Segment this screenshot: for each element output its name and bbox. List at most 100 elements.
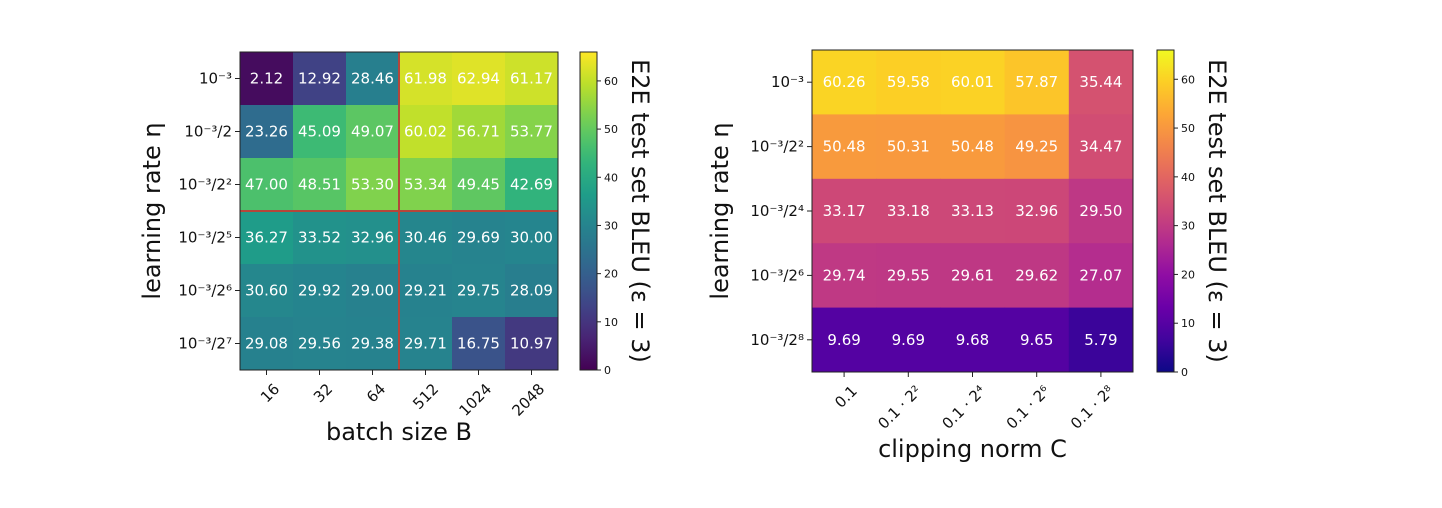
cell-value-label: 29.74 [823,266,866,284]
cell-value-label: 29.50 [1079,202,1122,220]
cell-value-label: 29.56 [298,335,341,353]
cell-value-label: 53.34 [404,176,447,194]
cell-value-label: 29.00 [351,282,394,300]
cell-value-label: 16.75 [457,335,500,353]
heatmap-cell [1004,243,1070,309]
heatmap-cell [452,52,506,106]
cell-value-label: 60.01 [951,73,994,91]
y-axis-title: learning rate η [706,122,734,299]
cell-value-label: 49.25 [1015,138,1058,156]
cell-value-label: 33.17 [823,202,866,220]
cell-value-label: 9.69 [827,331,860,349]
heatmap-batch-size: 2.12 12.92 28.46 61.98 62.94 61.17 23.26 45.09 4… [138,51,654,446]
x-tick-label: 0.1 · 2⁴ [939,382,990,433]
heatmap-cell [399,105,453,159]
heatmap-cell [1004,178,1070,244]
heatmap-cell [940,307,1006,373]
colorbar-tick-label: 0 [604,364,611,377]
x-tick-label: 512 [409,380,442,413]
heatmap-cell [505,52,559,106]
x-tick-label: 32 [310,380,336,406]
cell-value-label: 10.97 [510,335,553,353]
cell-value-label: 49.07 [351,123,394,141]
cell-value-label: 12.92 [298,70,341,88]
cell-value-label: 59.58 [887,73,930,91]
heatmap-cell [1068,178,1134,244]
cell-value-label: 29.75 [457,282,500,300]
heatmap-cell [940,114,1006,180]
y-tick-label: 10⁻³/2² [750,138,804,156]
y-tick-label: 10⁻³/2⁶ [178,282,232,300]
y-tick-label: 10⁻³ [199,70,232,88]
heatmap-cell [505,317,559,371]
colorbar-tick-label: 60 [1181,73,1195,86]
colorbar-tick-label: 50 [1181,122,1195,135]
heatmap-cell [293,52,347,106]
heatmap-cell [876,307,941,373]
x-tick-label: 1024 [456,380,496,420]
cell-value-label: 23.26 [245,123,288,141]
heatmap-cell [876,114,941,180]
heatmap-cell [293,211,347,265]
y-tick-label: 10⁻³/2⁵ [178,229,232,247]
colorbar-tick-label: 30 [604,219,618,232]
cell-value-label: 34.47 [1079,138,1122,156]
heatmap-cell [240,211,294,265]
colorbar [1156,49,1175,373]
colorbar-tick-label: 30 [1181,220,1195,233]
heatmap-cell [452,264,506,318]
heatmap-cell [812,178,877,244]
heatmap-clipping-norm: 60.26 59.58 60.01 57.87 35.44 50.48 50.31 50.48… [706,49,1231,463]
y-tick-label: 10⁻³/2² [178,176,232,194]
colorbar-title: E2E test set BLEU (ε = 3) [626,59,654,363]
cell-value-label: 27.07 [1079,266,1122,284]
cell-value-label: 9.69 [892,331,925,349]
heatmap-cell [940,243,1006,309]
heatmap-cell [505,158,559,212]
heatmap-cell [399,52,453,106]
cell-value-label: 32.96 [1015,202,1058,220]
cell-value-label: 28.46 [351,70,394,88]
cell-value-label: 29.21 [404,282,447,300]
cell-value-label: 56.71 [457,123,500,141]
colorbar [579,51,598,371]
colorbar-tick-label: 40 [604,171,618,184]
heatmap-cell [293,158,347,212]
heatmap-cell [1068,114,1134,180]
cell-value-label: 60.02 [404,123,447,141]
heatmap-cell [240,158,294,212]
heatmap-cell [346,52,400,106]
cell-value-label: 29.61 [951,266,994,284]
colorbar-tick-label: 20 [604,268,618,281]
colorbar-tick-label: 0 [1181,366,1188,379]
cell-value-label: 35.44 [1079,73,1122,91]
x-axis-title: batch size B [326,418,472,446]
heatmap-cell [1004,50,1070,115]
y-tick-label: 10⁻³/2 [184,123,232,141]
heatmap-cell [876,50,941,115]
cell-value-label: 47.00 [245,176,288,194]
x-tick-label: 0.1 [831,382,861,412]
cell-value-label: 29.62 [1015,266,1058,284]
heatmap-cell [876,243,941,309]
heatmap-cell [876,178,941,244]
heatmap-cell [1068,50,1134,115]
cell-value-label: 61.98 [404,70,447,88]
heatmap-cell [399,317,453,371]
cell-value-label: 42.69 [510,176,553,194]
heatmap-cell [346,158,400,212]
x-tick-label: 64 [363,380,389,406]
cell-value-label: 2.12 [250,70,283,88]
cell-value-label: 45.09 [298,123,341,141]
heatmap-cell [1068,307,1134,373]
cell-value-label: 57.87 [1015,73,1058,91]
cell-value-label: 50.48 [823,138,866,156]
cell-value-label: 36.27 [245,229,288,247]
y-axis-title: learning rate η [138,122,166,299]
heatmap-cell [505,211,559,265]
cell-value-label: 33.13 [951,202,994,220]
heatmap-cell [346,317,400,371]
colorbar-tick-label: 60 [604,75,618,88]
cell-value-label: 29.71 [404,335,447,353]
colorbar-tick-label: 40 [1181,171,1195,184]
